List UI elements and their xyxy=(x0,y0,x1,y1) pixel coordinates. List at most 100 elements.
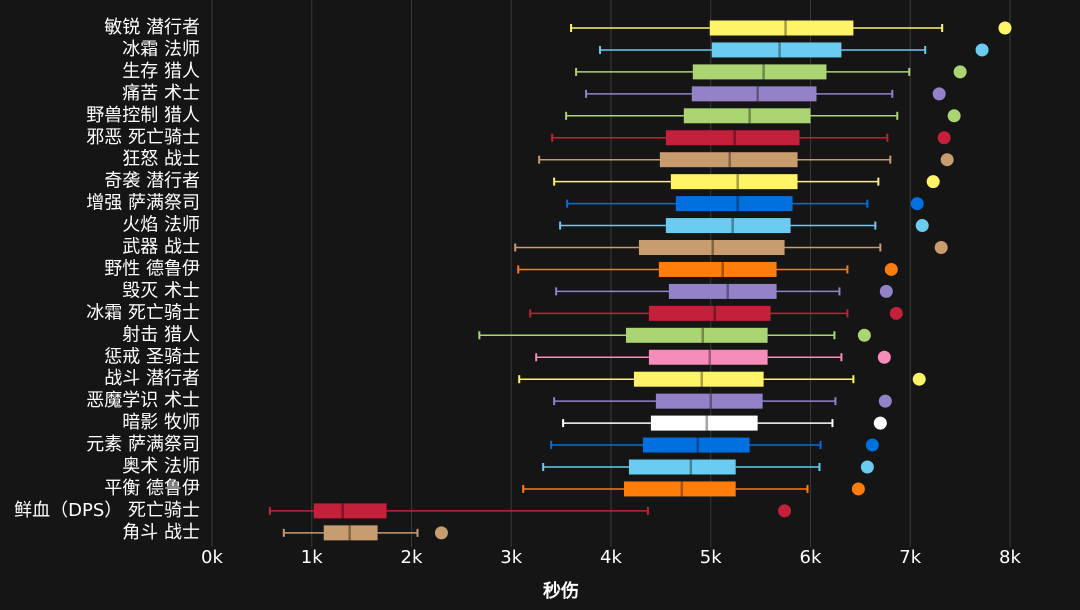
box-group xyxy=(599,42,989,58)
iqr-box xyxy=(638,240,785,255)
iqr-box xyxy=(628,459,736,475)
box-group xyxy=(518,371,926,387)
iqr-box xyxy=(625,327,768,343)
outlier-point xyxy=(865,438,879,452)
iqr-box xyxy=(313,503,387,519)
iqr-box xyxy=(668,283,777,299)
box-group xyxy=(538,152,954,168)
box-group xyxy=(282,525,448,541)
outlier-point xyxy=(778,504,792,518)
iqr-box xyxy=(711,42,842,58)
outlier-point xyxy=(857,328,871,342)
x-tick-label: 2k xyxy=(401,547,423,568)
iqr-box xyxy=(633,371,764,387)
outlier-point xyxy=(998,21,1012,35)
outlier-point xyxy=(877,350,891,364)
iqr-box xyxy=(691,86,817,102)
box-group xyxy=(553,393,892,409)
box-series xyxy=(268,20,1012,541)
x-tick-label: 7k xyxy=(899,547,921,568)
x-axis-title: 秒伤 xyxy=(543,580,579,602)
box-group xyxy=(566,196,924,212)
box-group xyxy=(551,130,951,146)
iqr-box xyxy=(670,174,798,190)
x-tick-label: 6k xyxy=(800,547,822,568)
iqr-box xyxy=(675,196,793,212)
category-label: 奥术 法师 xyxy=(122,456,200,477)
iqr-box xyxy=(683,108,811,124)
iqr-box xyxy=(648,305,771,321)
category-label: 战斗 潜行者 xyxy=(104,368,200,389)
outlier-point xyxy=(915,219,929,233)
box-group xyxy=(575,64,967,80)
category-label: 角斗 战士 xyxy=(122,522,200,543)
x-tick-label: 1k xyxy=(301,547,323,568)
iqr-box xyxy=(623,481,736,497)
outlier-point xyxy=(910,197,924,211)
outlier-point xyxy=(851,482,865,496)
outlier-point xyxy=(940,153,954,167)
category-label: 恶魔学识 术士 xyxy=(86,390,200,411)
outlier-point xyxy=(932,87,946,101)
category-label: 痛苦 术士 xyxy=(122,83,200,104)
outlier-point xyxy=(889,306,903,320)
x-tick-label: 0k xyxy=(201,547,223,568)
category-label: 惩戒 圣骑士 xyxy=(104,346,200,367)
iqr-box xyxy=(655,393,763,409)
outlier-point xyxy=(953,65,967,79)
outlier-point xyxy=(947,109,961,123)
outlier-point xyxy=(860,460,874,474)
box-group xyxy=(559,218,929,234)
iqr-box xyxy=(648,349,768,365)
x-tick-label: 8k xyxy=(999,547,1021,568)
x-tick-label: 4k xyxy=(600,547,622,568)
outlier-point xyxy=(912,372,926,386)
category-label: 武器 战士 xyxy=(122,237,200,258)
outlier-point xyxy=(975,43,989,57)
category-label: 敏锐 潜行者 xyxy=(104,17,200,38)
category-label: 暗影 牧师 xyxy=(122,412,200,433)
category-label: 冰霜 死亡骑士 xyxy=(86,302,200,323)
outlier-point xyxy=(937,131,951,145)
category-label: 生存 猎人 xyxy=(122,61,200,82)
outlier-point xyxy=(879,284,893,298)
category-label: 冰霜 法师 xyxy=(122,39,200,60)
x-tick-label: 5k xyxy=(700,547,722,568)
category-label: 邪恶 死亡骑士 xyxy=(86,127,200,148)
box-group xyxy=(517,261,898,277)
category-label: 平衡 德鲁伊 xyxy=(104,478,200,499)
box-group xyxy=(514,240,948,255)
box-group xyxy=(565,108,961,124)
iqr-box xyxy=(665,218,791,234)
category-label: 野性 德鲁伊 xyxy=(104,258,200,279)
category-label: 增强 萨满祭司 xyxy=(86,193,200,214)
category-label: 奇袭 潜行者 xyxy=(104,171,200,192)
iqr-box xyxy=(323,525,378,541)
box-group xyxy=(555,283,893,299)
box-group xyxy=(535,349,891,365)
iqr-box xyxy=(709,20,854,36)
outlier-point xyxy=(926,175,940,189)
box-group xyxy=(570,20,1012,36)
category-label: 火焰 法师 xyxy=(122,215,200,236)
category-label: 野兽控制 猎人 xyxy=(86,105,200,126)
box-group xyxy=(522,481,865,497)
category-label: 元素 萨满祭司 xyxy=(86,434,200,455)
category-label: 狂怒 战士 xyxy=(122,149,200,170)
box-group xyxy=(478,327,871,343)
x-tick-label: 3k xyxy=(500,547,522,568)
outlier-point xyxy=(884,262,898,276)
box-group xyxy=(553,174,940,190)
box-group xyxy=(562,415,887,431)
iqr-box xyxy=(650,415,758,431)
box-group xyxy=(585,86,946,102)
outlier-point xyxy=(434,526,448,540)
outlier-point xyxy=(873,416,887,430)
box-group xyxy=(542,459,874,475)
iqr-box xyxy=(658,261,777,277)
iqr-box xyxy=(692,64,827,80)
outlier-point xyxy=(934,241,948,254)
outlier-point xyxy=(878,394,892,408)
iqr-box xyxy=(659,152,798,168)
